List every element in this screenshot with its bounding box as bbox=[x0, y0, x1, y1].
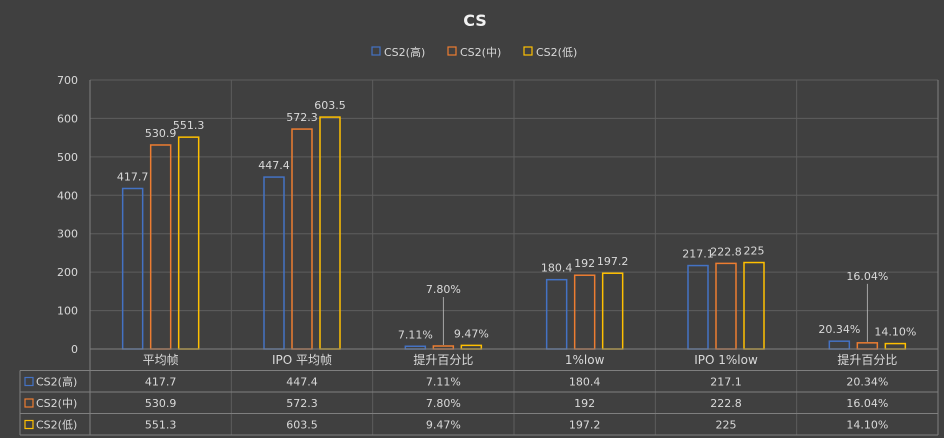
table-cell: 7.80% bbox=[426, 397, 461, 410]
table-legend-key bbox=[24, 398, 34, 408]
bar bbox=[263, 176, 285, 350]
legend-swatch bbox=[371, 46, 381, 56]
x-tick-label: IPO 平均帧 bbox=[272, 353, 332, 367]
data-label: 225 bbox=[744, 245, 765, 258]
table-cell: 9.47% bbox=[426, 419, 461, 432]
table-cell: 447.4 bbox=[286, 376, 318, 389]
y-tick-label: 200 bbox=[57, 266, 78, 279]
bar bbox=[149, 144, 172, 350]
x-tick-label: 平均帧 bbox=[143, 353, 179, 367]
data-label: 530.9 bbox=[145, 127, 177, 140]
bar bbox=[121, 187, 144, 350]
y-tick-label: 700 bbox=[57, 74, 78, 87]
bar bbox=[291, 128, 313, 350]
table-series-name: CS2(中) bbox=[36, 397, 77, 410]
y-tick-label: 500 bbox=[57, 151, 78, 164]
table-cell: 572.3 bbox=[286, 397, 318, 410]
bar bbox=[715, 262, 737, 350]
y-tick-label: 300 bbox=[57, 228, 78, 241]
data-label: 417.7 bbox=[117, 170, 149, 183]
table-cell: 217.1 bbox=[710, 376, 742, 389]
data-label: 16.04% bbox=[846, 270, 888, 283]
table-legend-key bbox=[24, 419, 34, 430]
table-legend-key bbox=[24, 376, 34, 387]
y-tick-label: 400 bbox=[57, 189, 78, 202]
data-label: 20.34% bbox=[818, 323, 860, 336]
x-tick-label: IPO 1%low bbox=[694, 353, 758, 367]
legend-swatch bbox=[447, 46, 457, 56]
x-tick-label: 1%low bbox=[565, 353, 605, 367]
table-cell: 16.04% bbox=[846, 397, 888, 410]
y-tick-label: 0 bbox=[71, 343, 78, 356]
table-cell: 197.2 bbox=[569, 419, 601, 432]
data-label: 7.80% bbox=[426, 283, 461, 296]
bar bbox=[573, 274, 596, 350]
data-labels: 417.7 447.4 7.11% 180.4 217.1 20.34% 530.9 572.… bbox=[117, 99, 916, 346]
table-cell: 225 bbox=[716, 419, 737, 432]
data-label: 14.10% bbox=[874, 326, 916, 339]
data-label: 447.4 bbox=[258, 159, 290, 172]
y-axis: 0 100 200 300 400 500 600 700 bbox=[57, 74, 78, 356]
y-tick-label: 600 bbox=[57, 112, 78, 125]
table-series-name: CS2(低) bbox=[36, 419, 77, 432]
bar bbox=[177, 136, 200, 350]
data-label: 572.3 bbox=[286, 111, 318, 124]
bar bbox=[319, 116, 341, 350]
data-label: 222.8 bbox=[710, 245, 742, 258]
y-tick-label: 100 bbox=[57, 305, 78, 318]
table-cell: 192 bbox=[574, 397, 595, 410]
table-cell: 530.9 bbox=[145, 397, 177, 410]
data-label: 197.2 bbox=[597, 255, 629, 268]
bar bbox=[545, 278, 568, 350]
data-table: 平均帧 IPO 平均帧 提升百分比 1%low IPO 1%low 提升百分比 CS2(高)… bbox=[19, 80, 939, 436]
legend-label: CS2(高) bbox=[384, 45, 425, 59]
data-label: 217.1 bbox=[682, 248, 714, 261]
data-label: 9.47% bbox=[454, 327, 489, 340]
bar bbox=[601, 272, 624, 350]
table-cell: 551.3 bbox=[145, 419, 177, 432]
data-label: 180.4 bbox=[541, 262, 573, 275]
bar bbox=[828, 340, 851, 350]
bar bbox=[460, 344, 483, 350]
legend-label: CS2(中) bbox=[460, 46, 501, 59]
x-tick-label: 提升百分比 bbox=[837, 352, 897, 367]
bar bbox=[743, 261, 765, 350]
table-cell: 417.7 bbox=[145, 376, 177, 389]
legend: CS2(高) CS2(中) CS2(低) bbox=[371, 45, 577, 59]
table-cell: 222.8 bbox=[710, 397, 742, 410]
legend-label: CS2(低) bbox=[536, 46, 577, 59]
table-cell: 603.5 bbox=[286, 419, 318, 432]
data-label: 7.11% bbox=[398, 328, 433, 341]
data-label: 603.5 bbox=[314, 99, 346, 112]
x-tick-label: 提升百分比 bbox=[413, 352, 473, 367]
bar bbox=[687, 264, 709, 350]
legend-swatch bbox=[523, 46, 533, 56]
table-series-name: CS2(高) bbox=[36, 375, 77, 389]
bar bbox=[884, 342, 907, 350]
table-cell: 14.10% bbox=[846, 419, 888, 432]
bar bbox=[856, 342, 879, 350]
table-cell: 20.34% bbox=[846, 376, 888, 389]
data-label: 192 bbox=[574, 257, 595, 270]
table-cell: 180.4 bbox=[569, 376, 601, 389]
data-label: 551.3 bbox=[173, 119, 205, 132]
chart-title: CS bbox=[463, 11, 487, 30]
table-cell: 7.11% bbox=[426, 376, 461, 389]
